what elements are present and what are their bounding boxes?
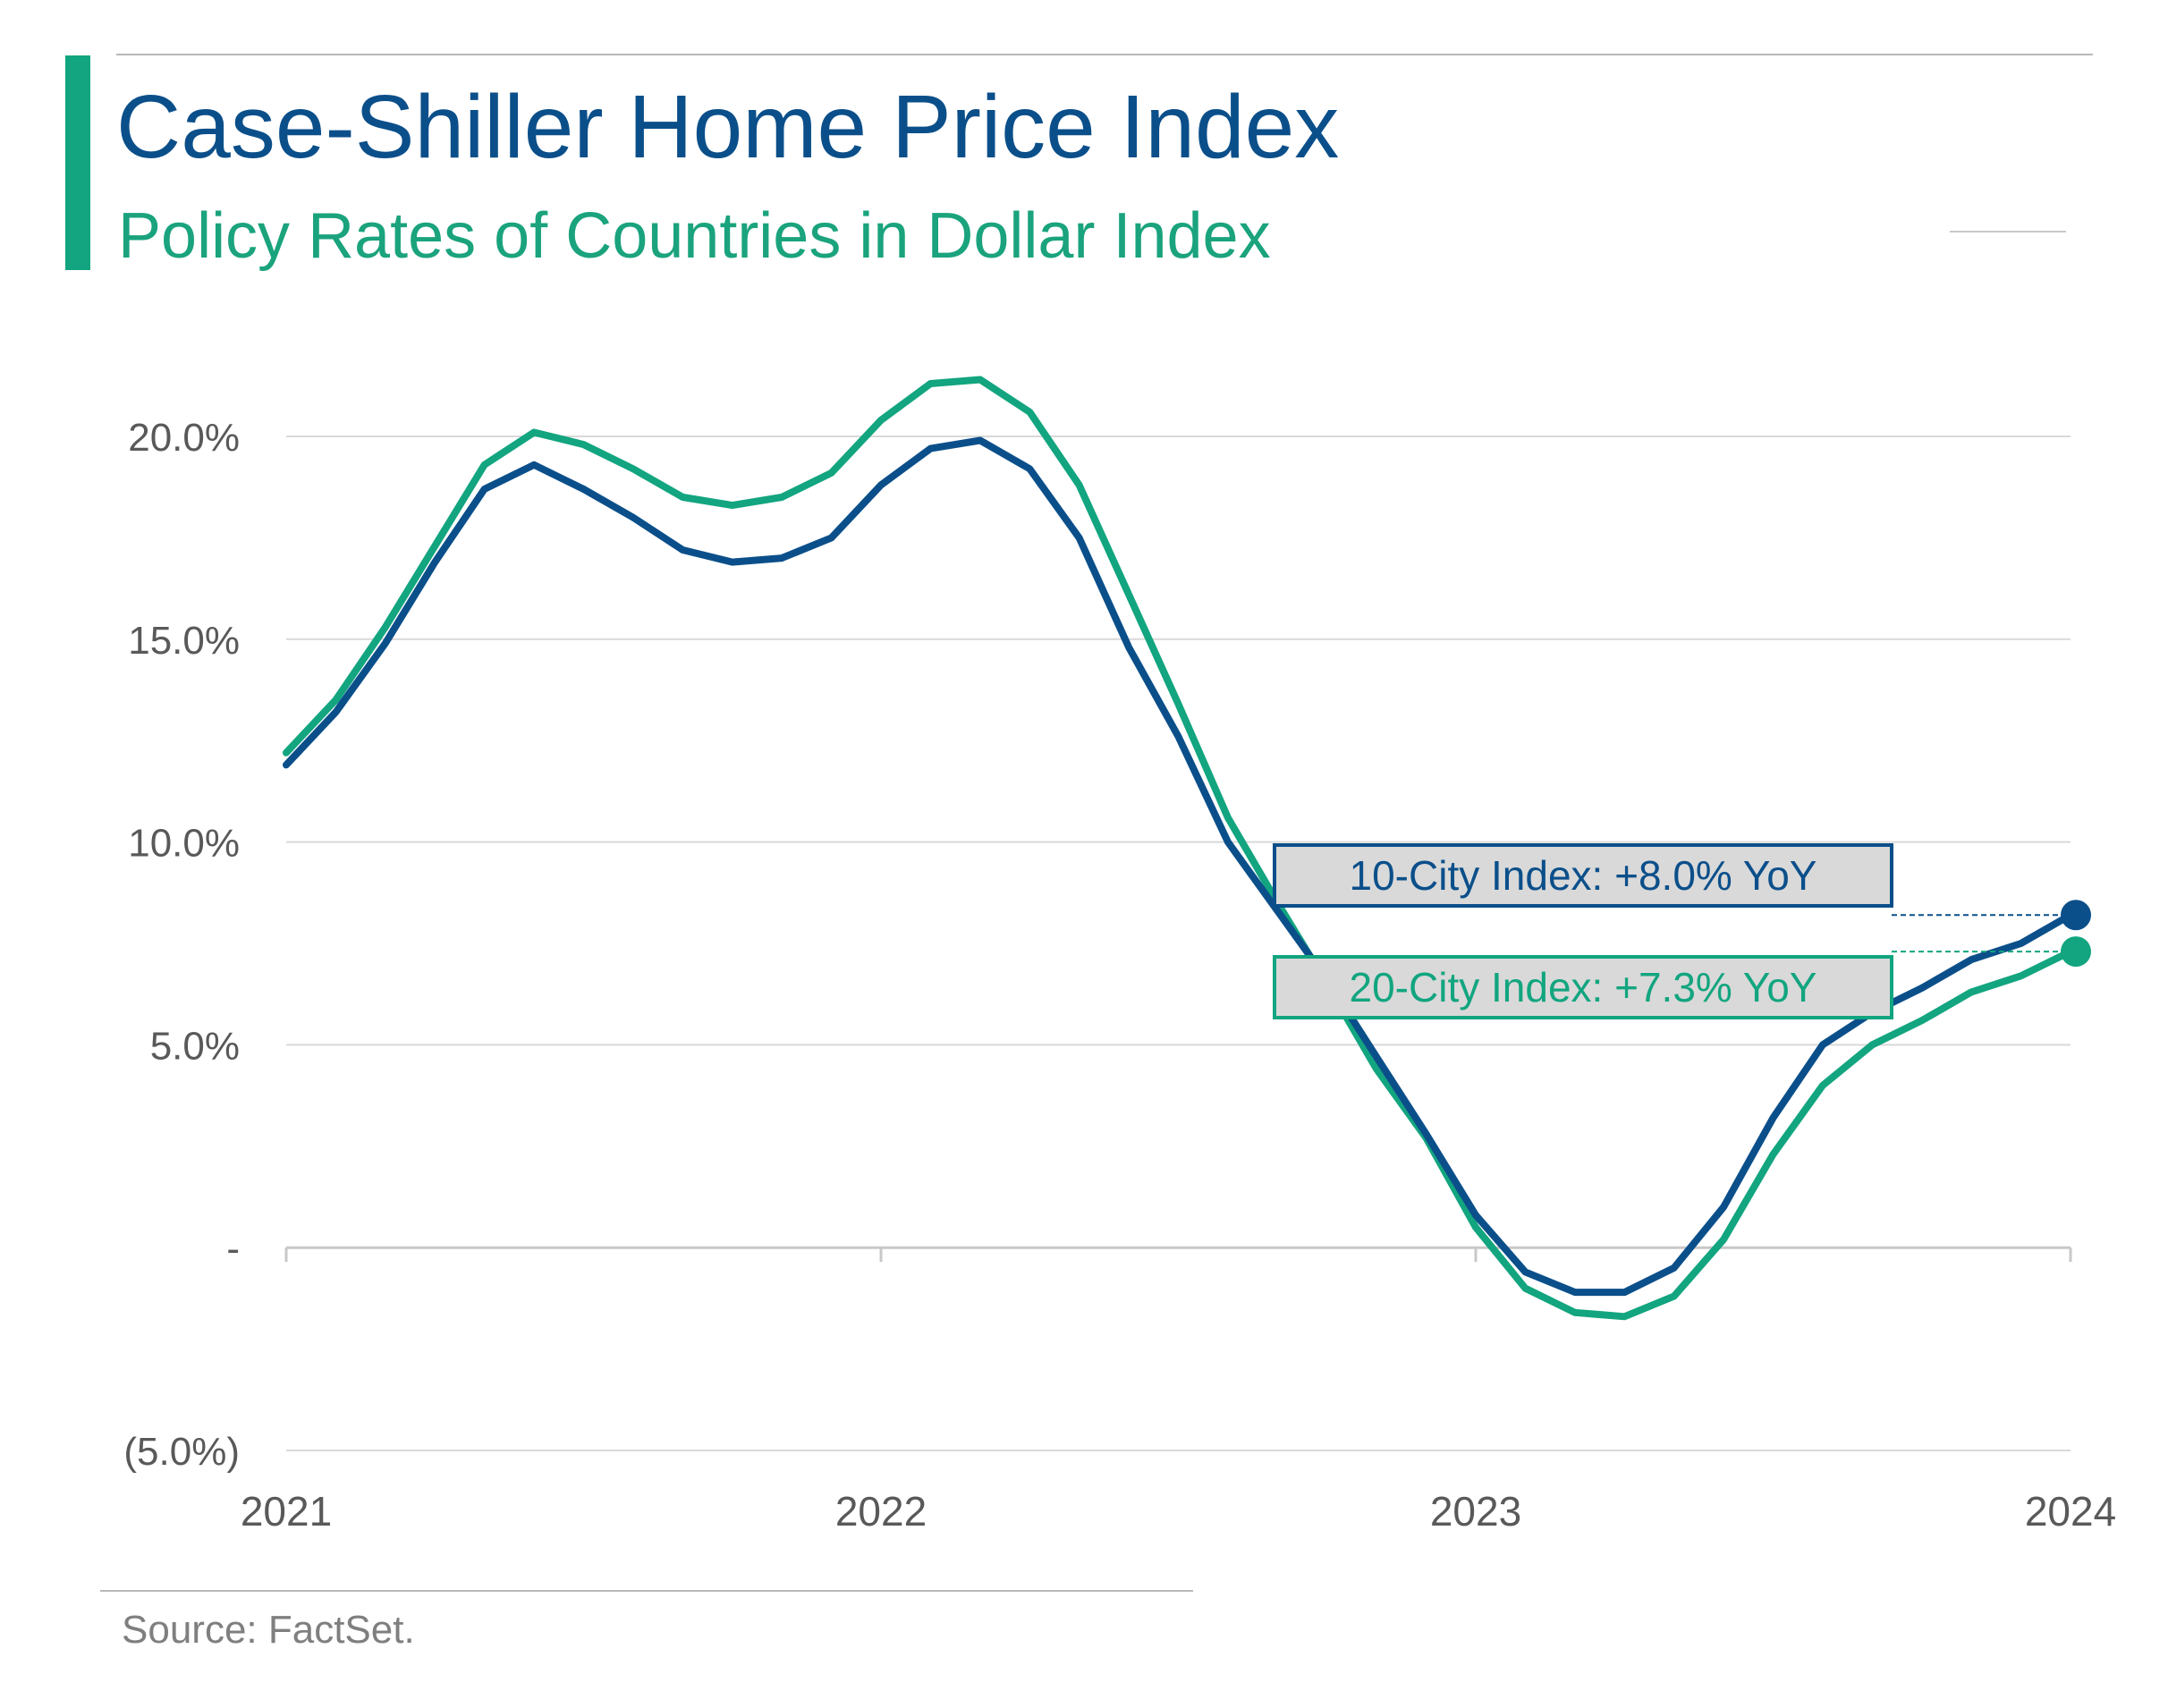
series-line-20-city <box>283 376 2074 1321</box>
end-marker-20-city <box>2061 936 2091 968</box>
accent-bar <box>65 55 90 270</box>
source-note: Source: FactSet. <box>122 1608 415 1652</box>
y-tick-label: (5.0%) <box>123 1430 240 1474</box>
y-tick-label: - <box>226 1227 240 1271</box>
y-tick-label: 15.0% <box>128 619 240 663</box>
x-tick-label: 2024 <box>2025 1488 2116 1535</box>
x-tick-label: 2021 <box>241 1488 332 1535</box>
annotation-label: 20-City Index: +7.3% YoY <box>1350 964 1817 1010</box>
series-line-10-city <box>283 436 2074 1297</box>
axis-layer: (5.0%) - 5.0% 10.0% 15.0% 20.0% 2021 2022 2023 20… <box>123 416 2116 1535</box>
chart-subtitle: Policy Rates of Countries in Dollar Inde… <box>118 200 1271 272</box>
end-marker-10-city <box>2061 900 2091 931</box>
label-layer: 10-City Index: +8.0% YoY 20-City Index: +… <box>1273 843 2060 1019</box>
grid-layer <box>286 435 2071 1451</box>
y-tick-label: 10.0% <box>128 822 240 866</box>
series-layer <box>283 376 2091 1321</box>
y-tick-label: 5.0% <box>150 1024 240 1068</box>
top-rule <box>116 54 2093 55</box>
footer-rule <box>100 1590 1193 1592</box>
x-tick-label: 2023 <box>1430 1488 1521 1535</box>
y-tick-label: 20.0% <box>128 416 240 460</box>
annotation-box <box>1273 843 1893 908</box>
annotation-box <box>1273 955 1893 1019</box>
chart-title: Case-Shiller Home Price Index <box>116 77 1340 177</box>
annotation-label: 10-City Index: +8.0% YoY <box>1350 852 1817 899</box>
x-tick-label: 2022 <box>835 1488 927 1535</box>
subtitle-rule <box>1950 231 2066 233</box>
